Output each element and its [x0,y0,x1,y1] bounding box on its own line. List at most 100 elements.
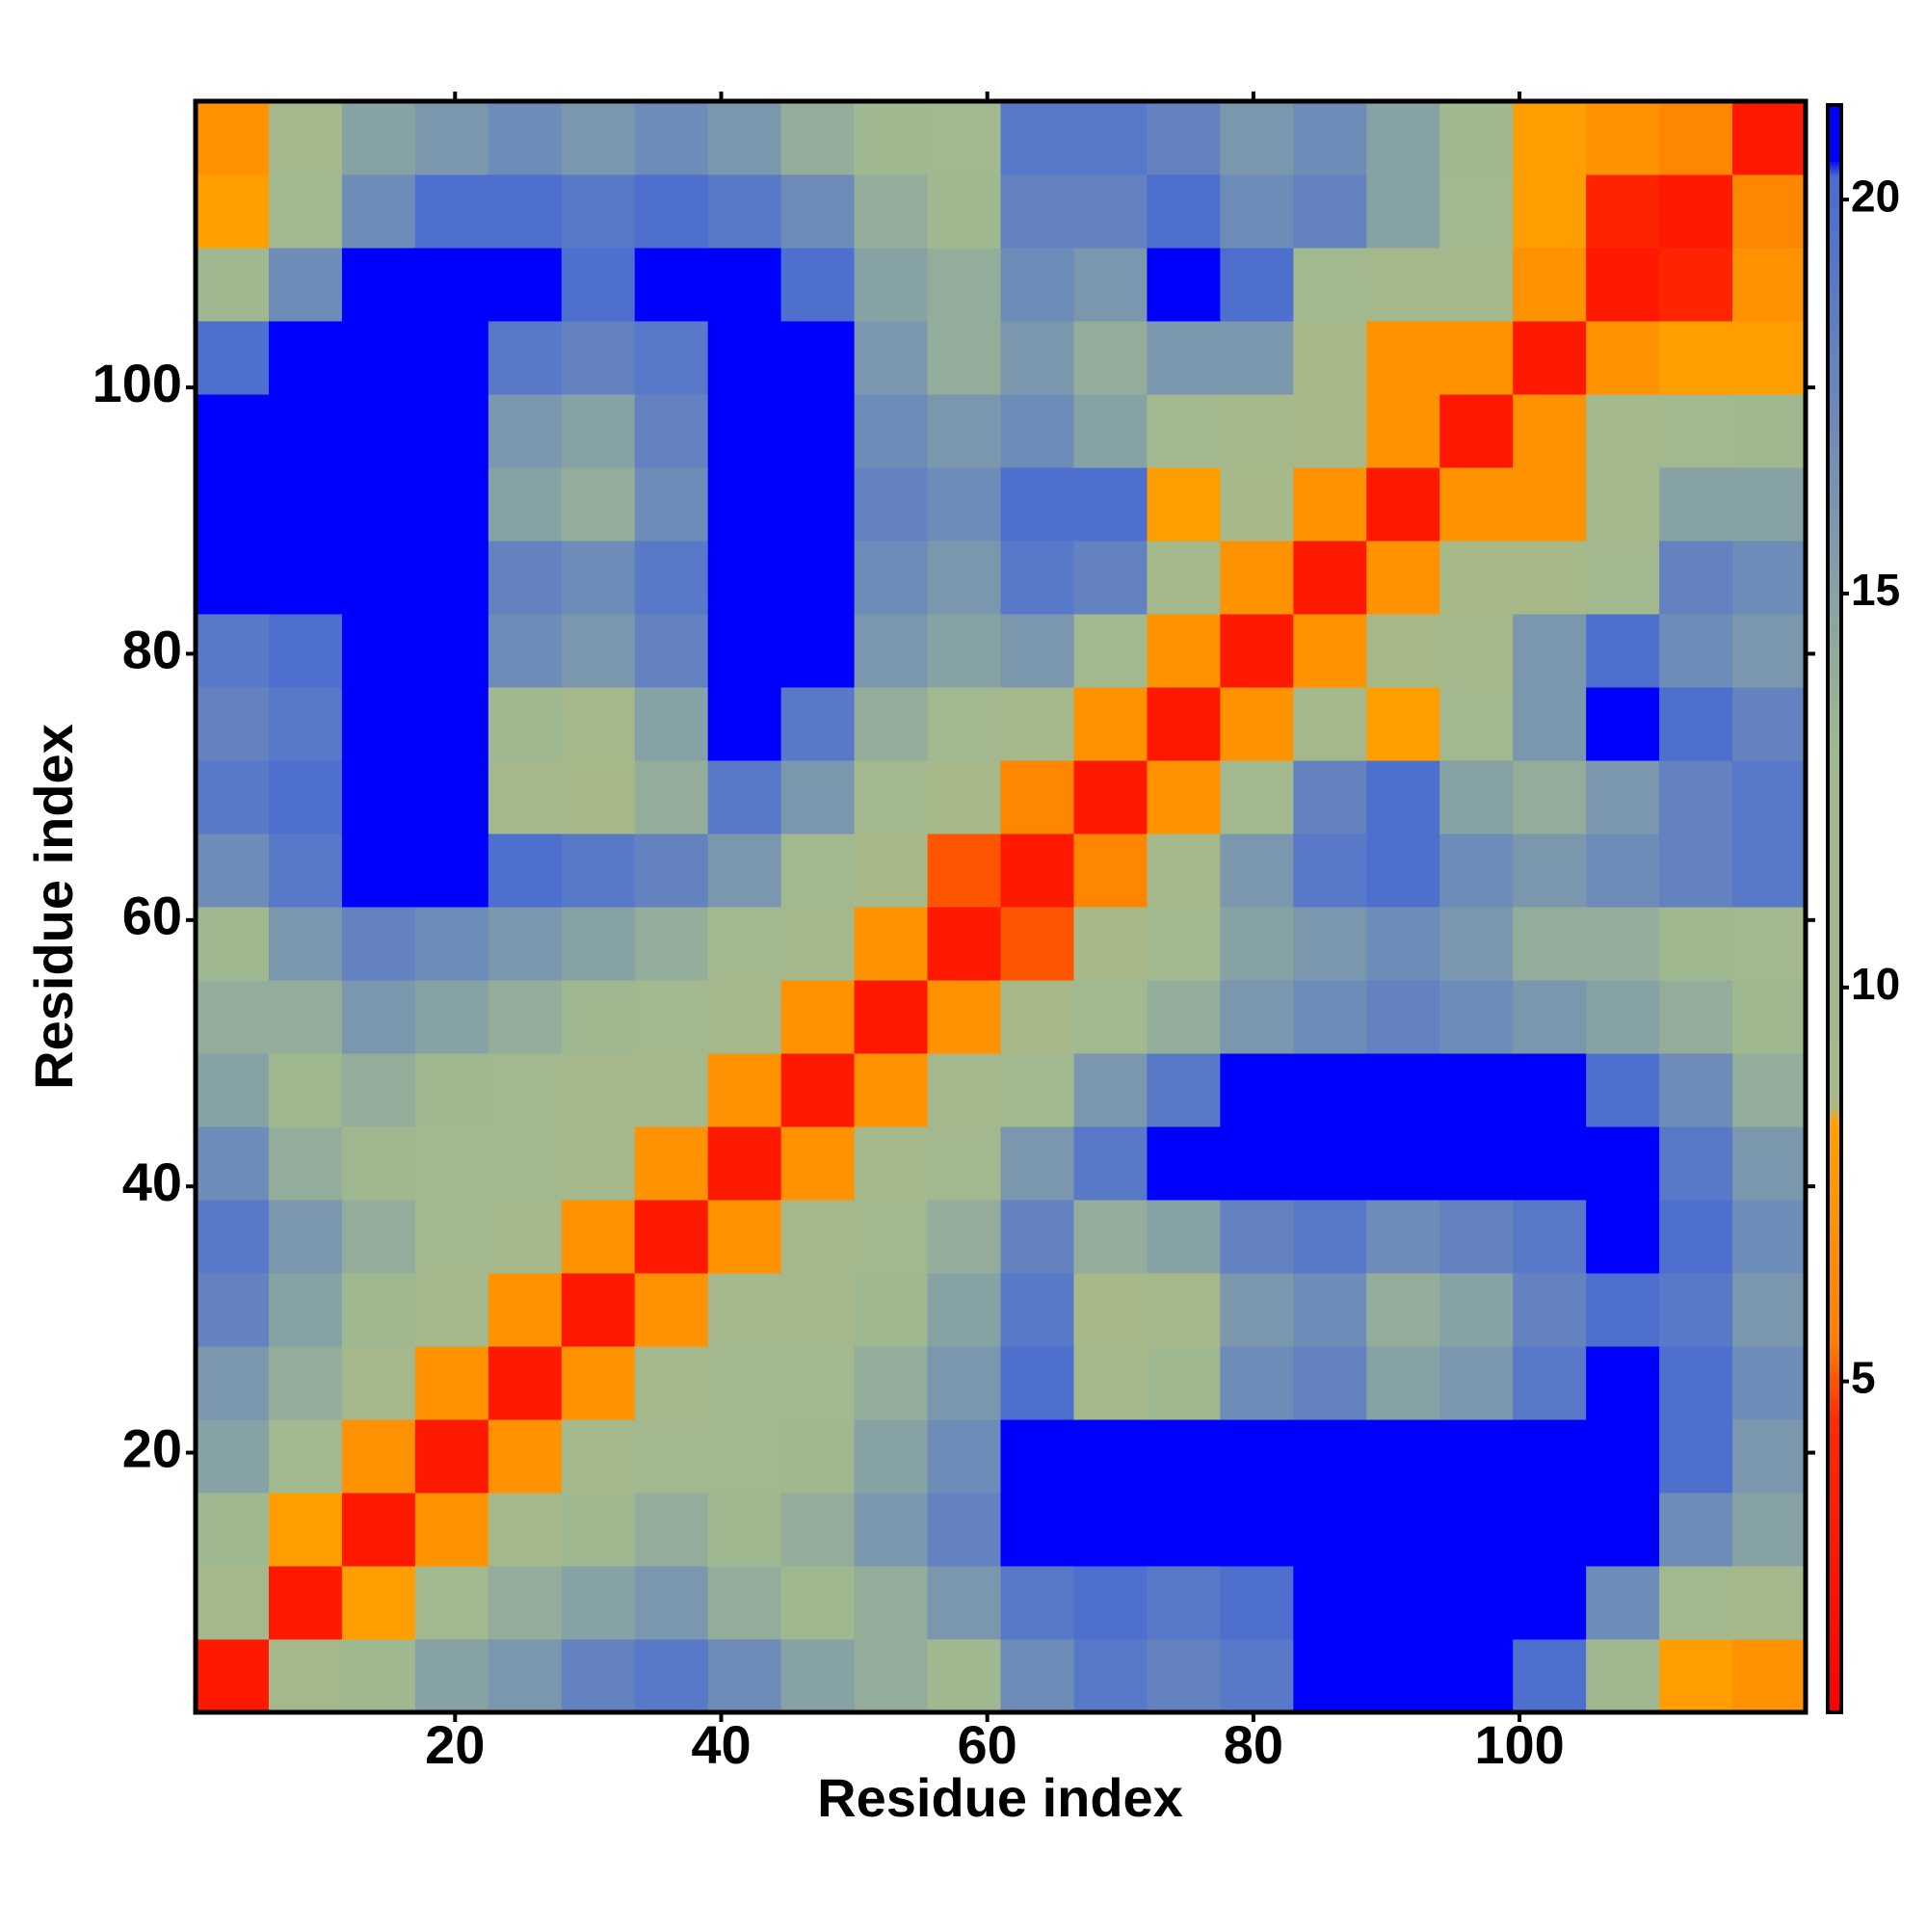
heatmap-cell [1073,1493,1148,1567]
heatmap-cell [1220,614,1294,688]
heatmap-cell [1586,541,1660,615]
heatmap-cell [927,321,1001,395]
heatmap-cell [780,1126,856,1201]
heatmap-cell [1513,321,1587,395]
heatmap-cell [1439,1053,1514,1127]
heatmap-cell [854,1126,929,1201]
x-tick-label: 60 [958,1714,1017,1775]
heatmap-cell [561,907,636,981]
heatmap-cell [1220,101,1294,175]
heatmap-cell [488,467,563,542]
heatmap-cell [341,1639,416,1713]
heatmap-cell [1000,467,1074,542]
heatmap-cell [268,760,343,834]
heatmap-cell [780,614,856,688]
heatmap-cell [196,394,270,468]
heatmap-cell [1220,248,1294,322]
heatmap-cell [414,467,489,542]
heatmap-cell [1659,467,1733,542]
heatmap-cell [488,1639,563,1713]
heatmap-cell [1220,1346,1294,1420]
heatmap-cell [341,614,416,688]
heatmap-cell [1586,1126,1660,1201]
heatmap-cell [1732,1126,1807,1201]
heatmap-cell [854,980,929,1054]
heatmap-cell [1147,1566,1221,1640]
heatmap-cell [927,687,1001,761]
heatmap-cell [1220,1639,1294,1713]
heatmap-cell [780,980,856,1054]
heatmap-cell [1147,1346,1221,1420]
heatmap-cell [1293,760,1367,834]
heatmap-cell [1073,1200,1148,1274]
heatmap-cell [268,101,343,175]
colorbar-tick-label: 5 [1851,1353,1876,1403]
heatmap-cell [561,614,636,688]
heatmap-cell [1366,907,1440,981]
heatmap-cell [1220,1200,1294,1274]
heatmap-cell [1513,541,1587,615]
heatmap-cell [1732,760,1807,834]
heatmap-cell [707,980,782,1054]
heatmap-cell [1293,541,1367,615]
heatmap-cell [1513,101,1587,175]
heatmap-cell [1000,174,1074,249]
heatmap-cell [1366,248,1440,322]
heatmap-cell [1513,248,1587,322]
heatmap-cell [1586,394,1660,468]
heatmap-cell [927,1493,1001,1567]
heatmap-cell [634,687,709,761]
heatmap-cell [1366,834,1440,908]
heatmap-cell [561,248,636,322]
heatmap-cell [634,1346,709,1420]
heatmap-cell [1000,1273,1074,1347]
heatmap-cell [927,1639,1001,1713]
heatmap-cell [1073,980,1148,1054]
x-tick-label: 20 [425,1714,485,1775]
heatmap-cell [854,248,929,322]
heatmap-cell [1293,321,1367,395]
heatmap-cell [1439,174,1514,249]
colorbar [1826,103,1843,1714]
heatmap-cell [561,1493,636,1567]
heatmap-cell [1586,467,1660,542]
heatmap-cell [1293,248,1367,322]
heatmap-cell [488,614,563,688]
heatmap-cell [561,1273,636,1347]
heatmap-cell [268,174,343,249]
heatmap-cell [341,101,416,175]
heatmap-cell [561,1126,636,1201]
heatmap-cell [196,321,270,395]
y-tick-label: 40 [122,1151,182,1212]
heatmap-cell [1366,541,1440,615]
heatmap-cell [1513,1566,1587,1640]
heatmap-cell [1439,248,1514,322]
heatmap-cell [1513,467,1587,542]
heatmap-cell [1513,1493,1587,1567]
heatmap-cell [1293,907,1367,981]
heatmap-cell [1439,101,1514,175]
heatmap-cell [414,614,489,688]
heatmap-cell [854,1200,929,1274]
heatmap-cell [1513,760,1587,834]
heatmap-cell [488,1273,563,1347]
heatmap-cell [1147,248,1221,322]
heatmap-cell [341,1200,416,1274]
heatmap-cell [1220,541,1294,615]
heatmap-cell [1513,1273,1587,1347]
heatmap-cell [780,1346,856,1420]
y-tick-label: 100 [92,353,182,413]
heatmap-cell [1659,321,1733,395]
heatmap-cell [1586,1419,1660,1494]
heatmap-cell [927,1053,1001,1127]
heatmap-cell [1513,1200,1587,1274]
heatmap-cell [1439,1126,1514,1201]
heatmap-cell [1513,614,1587,688]
heatmap-cell [1659,1200,1733,1274]
heatmap-cell [341,907,416,981]
heatmap-cell [1732,1273,1807,1347]
heatmap-cell [1659,1126,1733,1201]
heatmap-cell [268,687,343,761]
heatmap-cell [196,1346,270,1420]
heatmap-cell [268,467,343,542]
